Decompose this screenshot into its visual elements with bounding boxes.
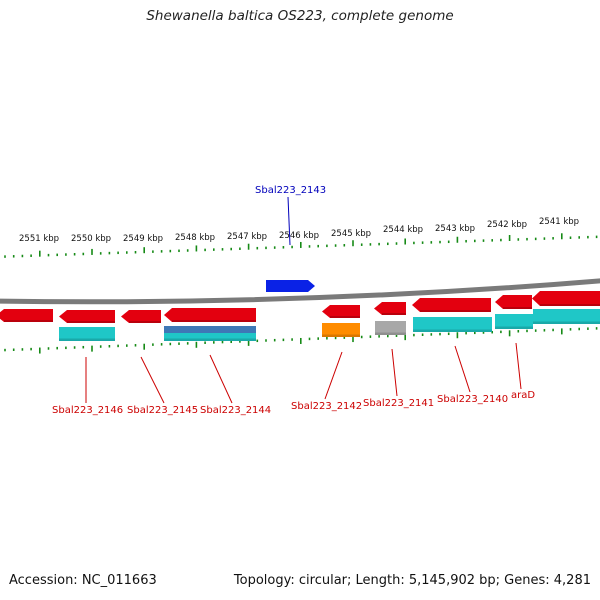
cds-shadow <box>413 329 492 332</box>
scale-label: 2551 kbp <box>19 234 59 244</box>
cds-box[interactable] <box>495 314 533 329</box>
gene-label[interactable]: Sbal223_2140 <box>437 394 508 405</box>
gene-label[interactable]: Sbal223_2144 <box>200 405 271 416</box>
gene-shadow <box>503 307 532 309</box>
leader-line <box>391 348 398 397</box>
cds-box[interactable] <box>164 333 256 341</box>
cds-box[interactable] <box>322 323 360 337</box>
ruler-bottom <box>4 327 598 354</box>
ruler-top <box>4 233 598 258</box>
gene-shadow <box>172 320 256 322</box>
leader-line <box>140 356 165 404</box>
cds-box[interactable] <box>375 321 406 335</box>
gene-label[interactable]: Sbal223_2145 <box>127 405 198 416</box>
gene-arrow[interactable] <box>164 308 256 322</box>
genome-title: Shewanella baltica OS223, complete genom… <box>146 8 454 24</box>
gene-arrow[interactable] <box>532 291 600 306</box>
gene-label[interactable]: araD <box>511 390 535 401</box>
scale-label: 2543 kbp <box>435 224 475 234</box>
cds-box[interactable] <box>164 326 256 333</box>
genome-backbone <box>0 278 600 305</box>
cds-shadow <box>495 326 533 329</box>
cds-shadow <box>164 338 256 341</box>
scale-label: 2544 kbp <box>383 225 423 235</box>
gene-label[interactable]: Sbal223_2146 <box>52 405 123 416</box>
leader-line <box>209 354 233 404</box>
leader-line <box>454 345 471 393</box>
gene-arrow[interactable] <box>412 298 491 312</box>
leader-line <box>324 351 343 400</box>
feature-track[interactable] <box>0 280 600 341</box>
gene-shadow <box>129 321 161 323</box>
gene-label[interactable]: Sbal223_2142 <box>291 401 362 412</box>
scale-label: 2547 kbp <box>227 232 267 242</box>
scale-label: 2548 kbp <box>175 233 215 243</box>
scale-label: 2542 kbp <box>487 220 527 230</box>
gene-shadow <box>67 321 115 323</box>
gene-shadow <box>382 313 406 315</box>
gene-shadow <box>4 320 53 322</box>
scale-label: 2541 kbp <box>539 217 579 227</box>
gene-arrow-selected[interactable] <box>266 280 315 292</box>
gene-label[interactable]: Sbal223_2141 <box>363 398 434 409</box>
gene-arrow[interactable] <box>374 302 406 315</box>
gene-arrow[interactable] <box>495 295 532 309</box>
scale-label: 2550 kbp <box>71 234 111 244</box>
gene-arrow[interactable] <box>121 310 161 323</box>
gene-arrow[interactable] <box>59 310 115 323</box>
gene-shadow <box>420 310 491 312</box>
scale-label: 2545 kbp <box>331 229 371 239</box>
gene-arrow[interactable] <box>0 309 53 322</box>
gene-label[interactable]: Sbal223_2143 <box>255 185 326 196</box>
cds-box[interactable] <box>413 317 492 332</box>
leader-line <box>287 196 291 246</box>
genome-summary-text: Topology: circular; Length: 5,145,902 bp… <box>233 573 591 588</box>
scale-label: 2546 kbp <box>279 231 319 241</box>
cds-shadow <box>59 338 115 341</box>
scale-labels: 2551 kbp 2550 kbp 2549 kbp 2548 kbp 2547 kbp… <box>19 217 579 244</box>
label-leaders <box>85 196 522 404</box>
cds-box[interactable] <box>533 309 600 324</box>
gene-arrow[interactable] <box>322 305 360 318</box>
scale-label: 2549 kbp <box>123 234 163 244</box>
cds-shadow <box>375 332 406 335</box>
gene-shadow <box>540 304 600 306</box>
accession-text: Accession: NC_011663 <box>9 573 157 588</box>
cds-shadow <box>533 321 600 324</box>
cds-shadow <box>322 334 360 337</box>
gene-shadow <box>330 316 360 318</box>
cds-box[interactable] <box>59 327 115 341</box>
leader-line <box>515 342 522 390</box>
